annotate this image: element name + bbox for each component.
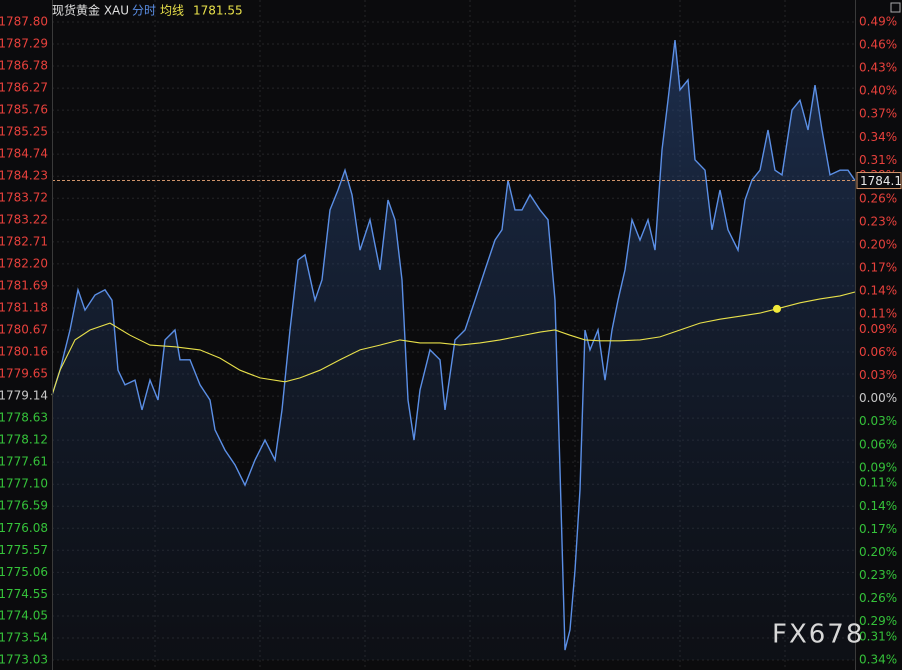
last-price-label: 1784.13: [860, 174, 902, 188]
y-tick-label: 1784.74: [0, 147, 48, 161]
y2-tick-label: 0.31%: [859, 153, 897, 167]
y-tick-label: 1781.18: [0, 300, 48, 314]
legend-average: 均线: [160, 4, 184, 18]
y-tick-label: 1779.65: [0, 367, 48, 381]
y-tick-label: 1784.23: [0, 169, 48, 183]
y-tick-label: 1777.10: [0, 477, 48, 491]
y2-tick-label: 0.17%: [859, 522, 897, 536]
y-tick-label: 1780.67: [0, 322, 48, 336]
window-icon[interactable]: [890, 2, 901, 13]
y2-tick-label: 0.31%: [859, 629, 897, 643]
y-tick-label: 1785.25: [0, 125, 48, 139]
y-tick-label: 1787.80: [0, 15, 48, 29]
y-tick-label: 1776.59: [0, 499, 48, 513]
y2-tick-label: 0.03%: [859, 368, 897, 382]
y2-tick-label: 0.03%: [859, 414, 897, 428]
y2-tick-label: 0.26%: [859, 191, 897, 205]
average-value: 1781.55: [193, 4, 243, 18]
y-tick-label: 1785.76: [0, 103, 48, 117]
y-tick-label: 1773.03: [0, 653, 48, 667]
axes: 1787.80 1787.29 1786.78 1786.27 1785.76 1785.…: [0, 15, 902, 667]
y2-tick-label: 0.43%: [859, 61, 897, 75]
y-tick-label: 1777.61: [0, 455, 48, 469]
y-tick-label: 1786.27: [0, 81, 48, 95]
y-tick-label: 1786.78: [0, 59, 48, 73]
legend-price: 分时: [132, 4, 156, 18]
last-price-tag: [856, 172, 902, 190]
y-tick-label: 1778.12: [0, 433, 48, 447]
y2-tick-label: 0.49%: [859, 15, 897, 29]
y-tick-label: 1782.71: [0, 234, 48, 248]
y2-tick-label: 0.11%: [859, 476, 897, 490]
y-tick-label: 1780.16: [0, 345, 48, 359]
y2-tick-label: 0.40%: [859, 84, 897, 98]
y2-tick-label: 0.37%: [859, 107, 897, 121]
y-tick-label: 1787.29: [0, 37, 48, 51]
y2-tick-label: 0.20%: [859, 545, 897, 559]
y-tick-label: 1781.69: [0, 278, 48, 292]
y2-tick-label: 0.06%: [859, 345, 897, 359]
y-tick-label: 1775.06: [0, 565, 48, 579]
price-line: [51, 40, 856, 651]
average-marker: [773, 304, 781, 313]
y2-tick-label: 0.26%: [859, 591, 897, 605]
y2-tick-label: 0.23%: [859, 568, 897, 582]
y-tick-label: 1773.54: [0, 630, 48, 644]
y-tick-label: 1774.05: [0, 608, 48, 622]
y2-tick-label: 0.09%: [859, 460, 897, 474]
y2-tick-label: 0.09%: [859, 322, 897, 336]
y-tick-label: 1779.14: [0, 389, 48, 403]
plot: [51, 40, 856, 661]
y2-tick-label: 0.23%: [859, 214, 897, 228]
y2-tick-label: 0.14%: [859, 499, 897, 513]
y2-tick-label: 0.14%: [859, 284, 897, 298]
y-tick-label: 1775.57: [0, 543, 48, 557]
y2-tick-label: 0.06%: [859, 437, 897, 451]
y-tick-label: 1778.63: [0, 411, 48, 425]
price-area: [52, 40, 855, 661]
y-tick-label: 1776.08: [0, 521, 48, 535]
y2-tick-label: 0.34%: [859, 130, 897, 144]
y-tick-label: 1783.72: [0, 191, 48, 205]
y2-tick-label: 0.00%: [859, 391, 897, 405]
y2-tick-label: 0.17%: [859, 260, 897, 274]
y2-tick-label: 0.34%: [859, 653, 897, 667]
y-tick-label: 1774.55: [0, 587, 48, 601]
watermark: FX678: [772, 620, 864, 650]
average-line: [51, 291, 856, 396]
y2-tick-label: 0.46%: [859, 38, 897, 52]
chart-title: 现货黄金 XAU: [52, 3, 129, 18]
y2-tick-label: 0.29%: [859, 614, 897, 628]
y2-tick-label: 0.20%: [859, 237, 897, 251]
y-tick-label: 1783.22: [0, 212, 48, 226]
y-tick-label: 1782.20: [0, 256, 48, 270]
y2-tick-label: 0.11%: [859, 307, 897, 321]
